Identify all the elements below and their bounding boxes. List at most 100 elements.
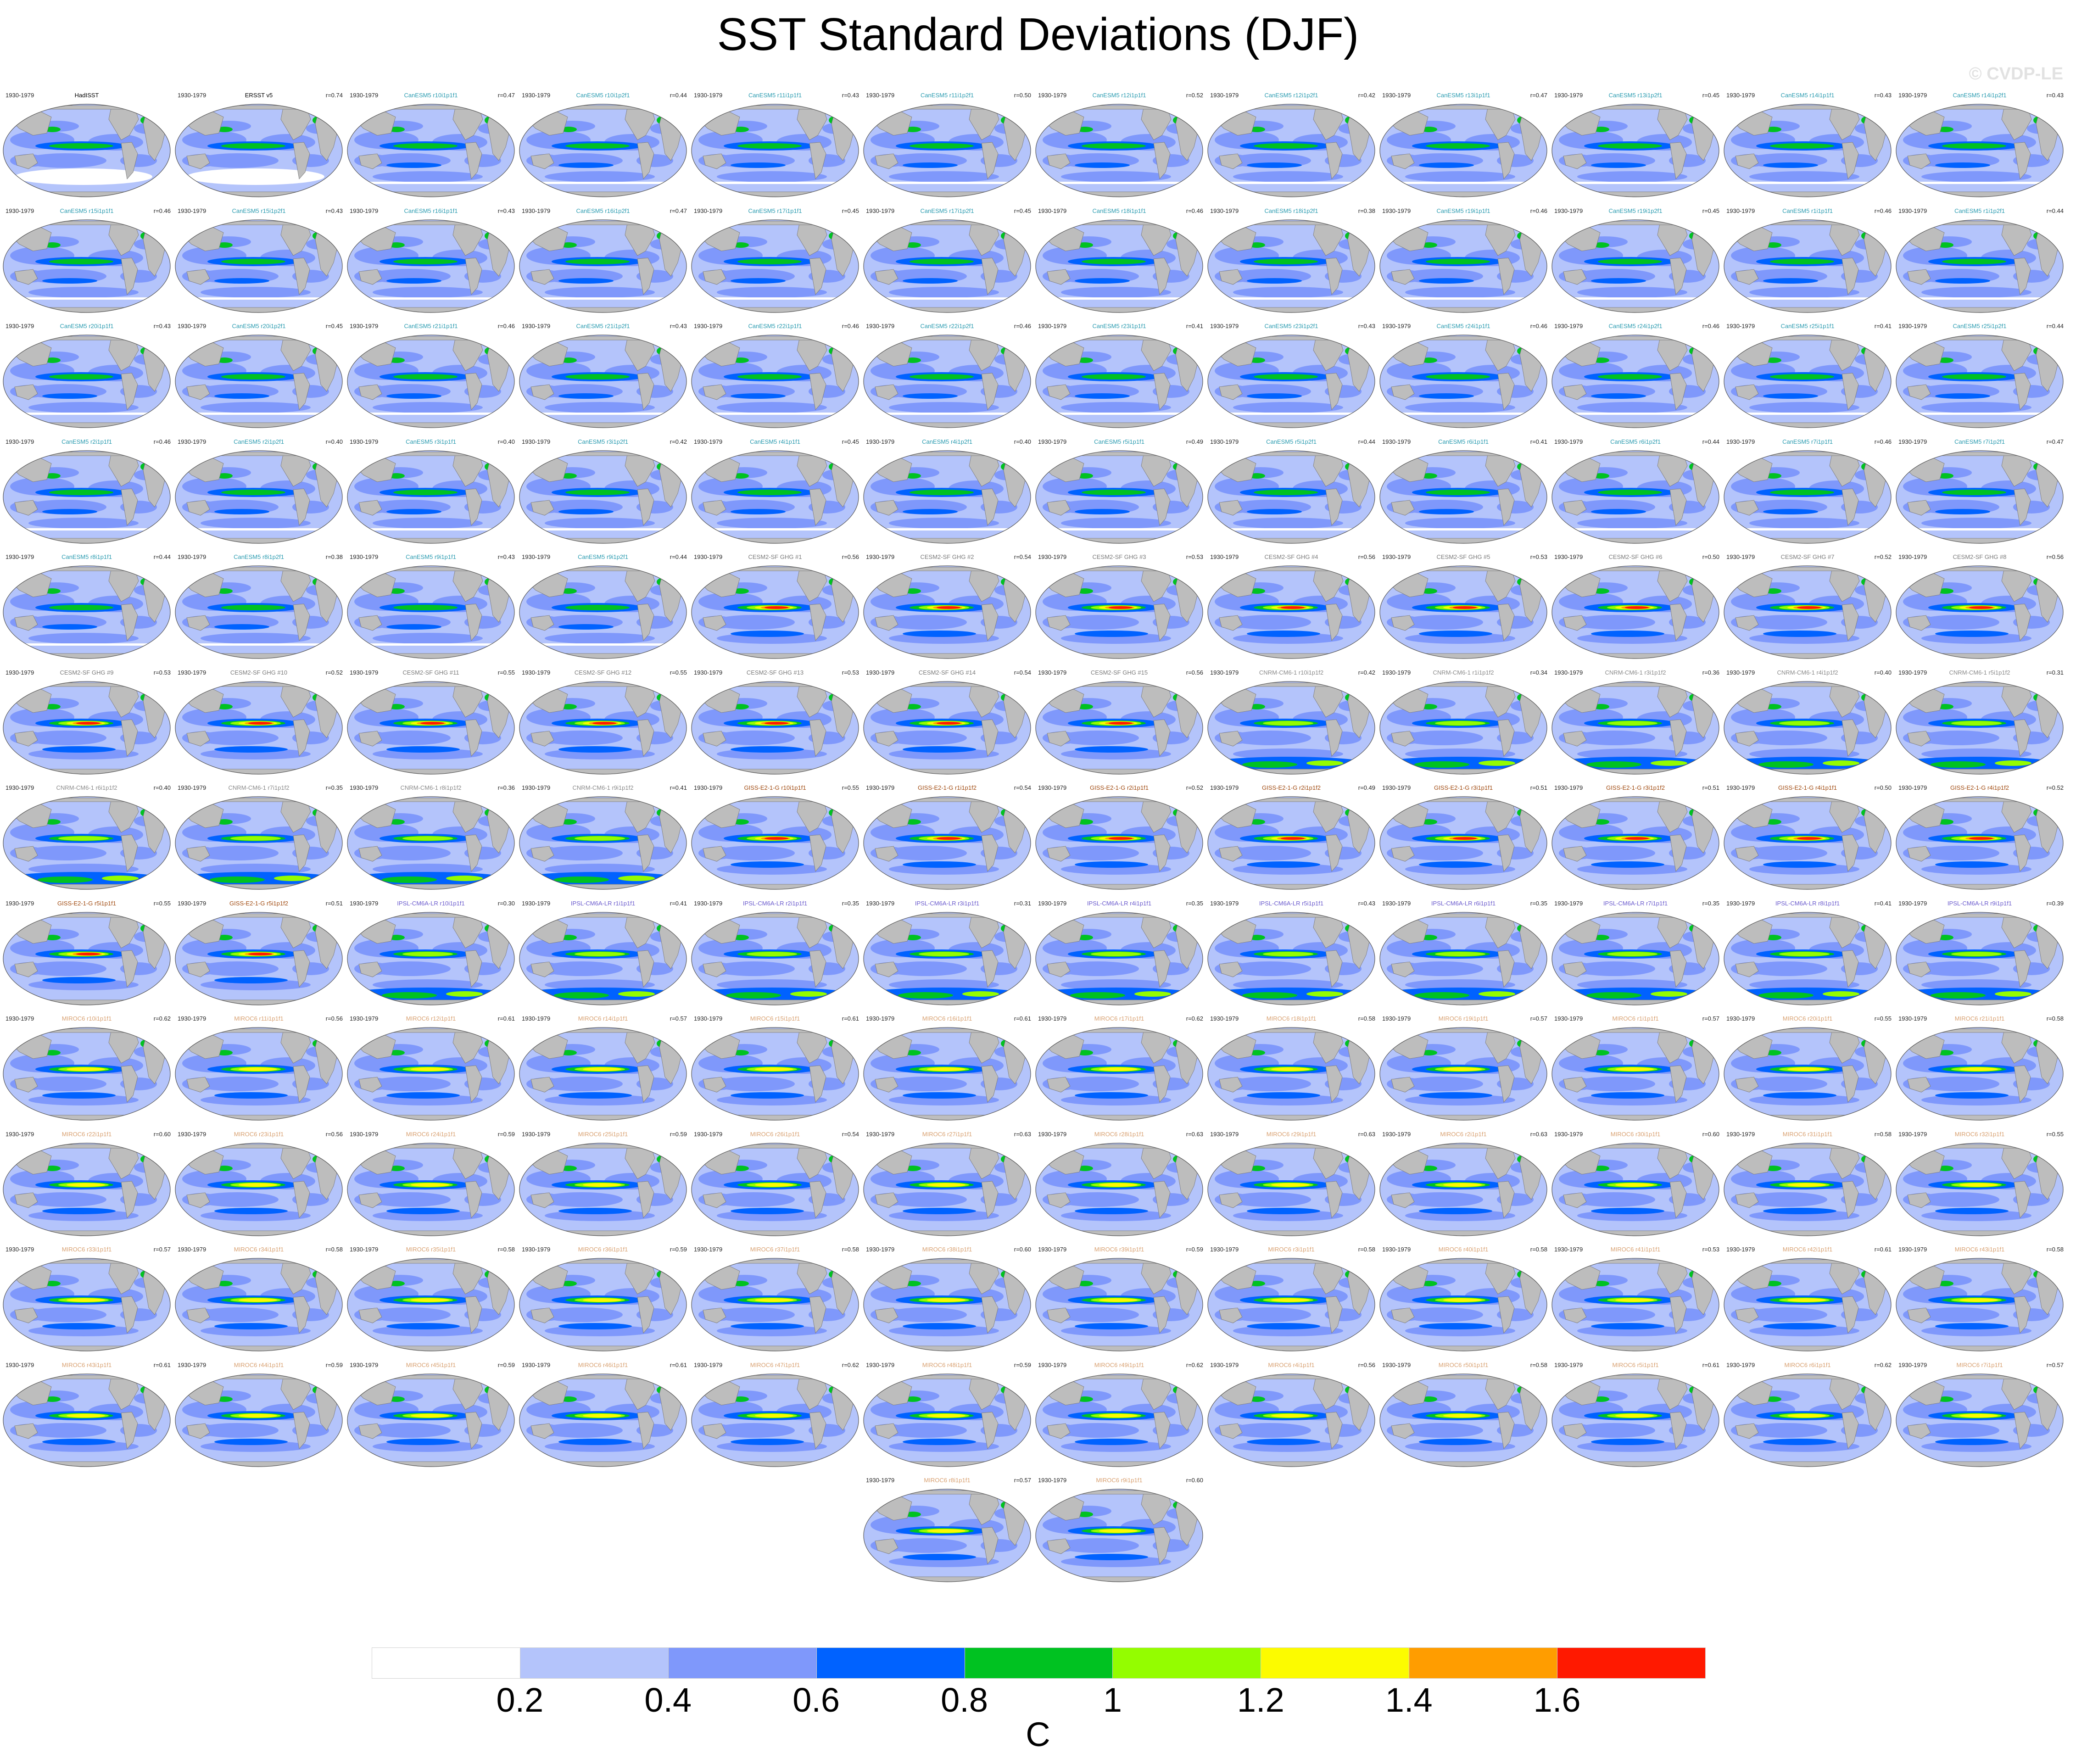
- sst-stddev-map: [1896, 1142, 2064, 1236]
- panel-pattern-correlation: r=0.59: [497, 1130, 515, 1138]
- panel-label: CanESM5 r2i1p1f1: [61, 438, 112, 445]
- panel-label: CanESM5 r20i1p2f1: [232, 323, 286, 329]
- panel-pattern-correlation: r=0.47: [2046, 438, 2064, 445]
- map-field: [692, 566, 859, 659]
- panel-pattern-correlation: r=0.43: [153, 323, 171, 329]
- panel-label: MIROC6 r25i1p1f1: [578, 1130, 628, 1138]
- map-frame: [175, 1258, 343, 1351]
- panel-period: 1930-1979: [1554, 323, 1583, 329]
- sst-stddev-map: [175, 796, 343, 890]
- panel-label: GISS-E2-1-G r10i1p1f1: [744, 784, 806, 791]
- map-frame: [1207, 565, 1375, 659]
- map-field: [1552, 566, 1719, 659]
- map-panel: CNRM-CM6-1 r5i1p1f2 1930-1979 r=0.31: [1894, 669, 2065, 781]
- sst-stddev-map: [347, 335, 515, 428]
- panel-pattern-correlation: r=0.41: [1874, 899, 1892, 907]
- panel-label: CESM2-SF GHG #13: [746, 669, 804, 676]
- panel-pattern-correlation: r=0.56: [325, 1130, 343, 1138]
- panel-period: 1930-1979: [866, 1246, 895, 1253]
- panel-pattern-correlation: r=0.50: [1874, 784, 1892, 791]
- panel-label: CanESM5 r13i1p2f1: [1608, 92, 1663, 99]
- map-panel: CNRM-CM6-1 r7i1p1f2 1930-1979 r=0.35: [173, 784, 345, 896]
- panel-period: 1930-1979: [178, 92, 206, 99]
- map-panel: MIROC6 r43i1p1f1 1930-1979 r=0.61: [1, 1362, 173, 1474]
- map-field: [1724, 1027, 1891, 1120]
- panel-pattern-correlation: r=0.44: [2046, 323, 2064, 329]
- panel-pattern-correlation: r=0.44: [670, 553, 687, 560]
- map-frame: [1379, 1142, 1547, 1236]
- map-panel: MIROC6 r33i1p1f1 1930-1979 r=0.57: [1, 1246, 173, 1358]
- map-frame: [1896, 1258, 2064, 1351]
- map-frame: [347, 219, 515, 313]
- map-panel: MIROC6 r20i1p1f1 1930-1979 r=0.55: [1722, 1015, 1893, 1127]
- map-panel: CanESM5 r12i1p2f1 1930-1979 r=0.42: [1205, 92, 1377, 204]
- panel-period: 1930-1979: [1038, 1246, 1067, 1253]
- panel-label: CanESM5 r5i1p1f1: [1094, 438, 1144, 445]
- map-frame: [863, 335, 1031, 428]
- map-frame: [3, 219, 171, 313]
- panel-label: MIROC6 r26i1p1f1: [750, 1130, 800, 1138]
- map-frame: [347, 565, 515, 659]
- panel-pattern-correlation: r=0.47: [497, 92, 515, 99]
- sst-stddev-map: [691, 450, 859, 544]
- map-frame: [691, 450, 859, 544]
- map-field: [1724, 566, 1891, 659]
- sst-stddev-map: [1207, 219, 1375, 313]
- map-field: [1724, 1373, 1891, 1467]
- sst-stddev-map: [3, 1258, 171, 1351]
- map-panel: IPSL-CM6A-LR r4i1p1f1 1930-1979 r=0.35: [1033, 900, 1205, 1012]
- panel-label: MIROC6 r31i1p1f1: [1782, 1130, 1833, 1138]
- panel-label: MIROC6 r4i1p1f1: [1268, 1361, 1315, 1368]
- map-panel: MIROC6 r26i1p1f1 1930-1979 r=0.54: [689, 1131, 861, 1243]
- panel-pattern-correlation: r=0.62: [1186, 1361, 1203, 1368]
- panel-pattern-correlation: r=0.45: [842, 438, 859, 445]
- map-frame: [1551, 1027, 1719, 1121]
- sst-stddev-map: [1035, 1027, 1203, 1121]
- panel-label: CanESM5 r19i1p2f1: [1608, 207, 1663, 214]
- map-frame: [1035, 104, 1203, 197]
- panel-period: 1930-1979: [1038, 92, 1067, 99]
- panel-label: GISS-E2-1-G r2i1p1f1: [1090, 784, 1149, 791]
- map-frame: [347, 1258, 515, 1351]
- map-frame: [863, 1489, 1031, 1582]
- sst-stddev-map: [175, 335, 343, 428]
- panel-pattern-correlation: r=0.40: [325, 438, 343, 445]
- map-field: [1380, 566, 1547, 659]
- panel-label: CESM2-SF GHG #11: [402, 669, 459, 676]
- map-panel: CanESM5 r15i1p2f1 1930-1979 r=0.43: [173, 207, 345, 319]
- panel-pattern-correlation: r=0.50: [1702, 553, 1719, 560]
- map-field: [1208, 1373, 1375, 1467]
- map-field: [347, 681, 514, 774]
- map-frame: [863, 1373, 1031, 1467]
- map-frame: [1724, 335, 1892, 428]
- panel-period: 1930-1979: [1210, 1361, 1239, 1368]
- watermark: © CVDP-LE: [1969, 64, 2063, 84]
- panel-period: 1930-1979: [1898, 438, 1927, 445]
- map-frame: [519, 335, 687, 428]
- map-panel: CanESM5 r5i1p1f1 1930-1979 r=0.49: [1033, 438, 1205, 550]
- panel-period: 1930-1979: [866, 92, 895, 99]
- map-panel: GISS-E2-1-G r10i1p1f1 1930-1979 r=0.55: [689, 784, 861, 896]
- map-frame: [347, 911, 515, 1005]
- map-panel: CanESM5 r17i1p1f1 1930-1979 r=0.45: [689, 207, 861, 319]
- panel-pattern-correlation: r=0.53: [1530, 553, 1547, 560]
- panel-pattern-correlation: r=0.47: [1530, 92, 1547, 99]
- panel-period: 1930-1979: [178, 207, 206, 214]
- map-panel: MIROC6 r24i1p1f1 1930-1979 r=0.59: [345, 1131, 517, 1243]
- map-frame: [1896, 796, 2064, 890]
- map-panel: CNRM-CM6-1 r1i1p1f2 1930-1979 r=0.34: [1378, 669, 1549, 781]
- map-field: [519, 681, 686, 774]
- map-frame: [1551, 335, 1719, 428]
- sst-stddev-map: [863, 1373, 1031, 1467]
- panel-pattern-correlation: r=0.35: [842, 899, 859, 907]
- panel-period: 1930-1979: [694, 1015, 723, 1022]
- panel-label: IPSL-CM6A-LR r10i1p1f1: [397, 899, 465, 907]
- map-frame: [691, 1373, 859, 1467]
- map-frame: [1896, 335, 2064, 428]
- panel-period: 1930-1979: [1210, 1130, 1239, 1138]
- map-frame: [3, 796, 171, 890]
- map-frame: [1896, 565, 2064, 659]
- map-panel: HadISST 1930-1979: [1, 92, 173, 204]
- sst-stddev-map: [691, 681, 859, 775]
- map-panel: CESM2-SF GHG #1 1930-1979 r=0.56: [689, 553, 861, 665]
